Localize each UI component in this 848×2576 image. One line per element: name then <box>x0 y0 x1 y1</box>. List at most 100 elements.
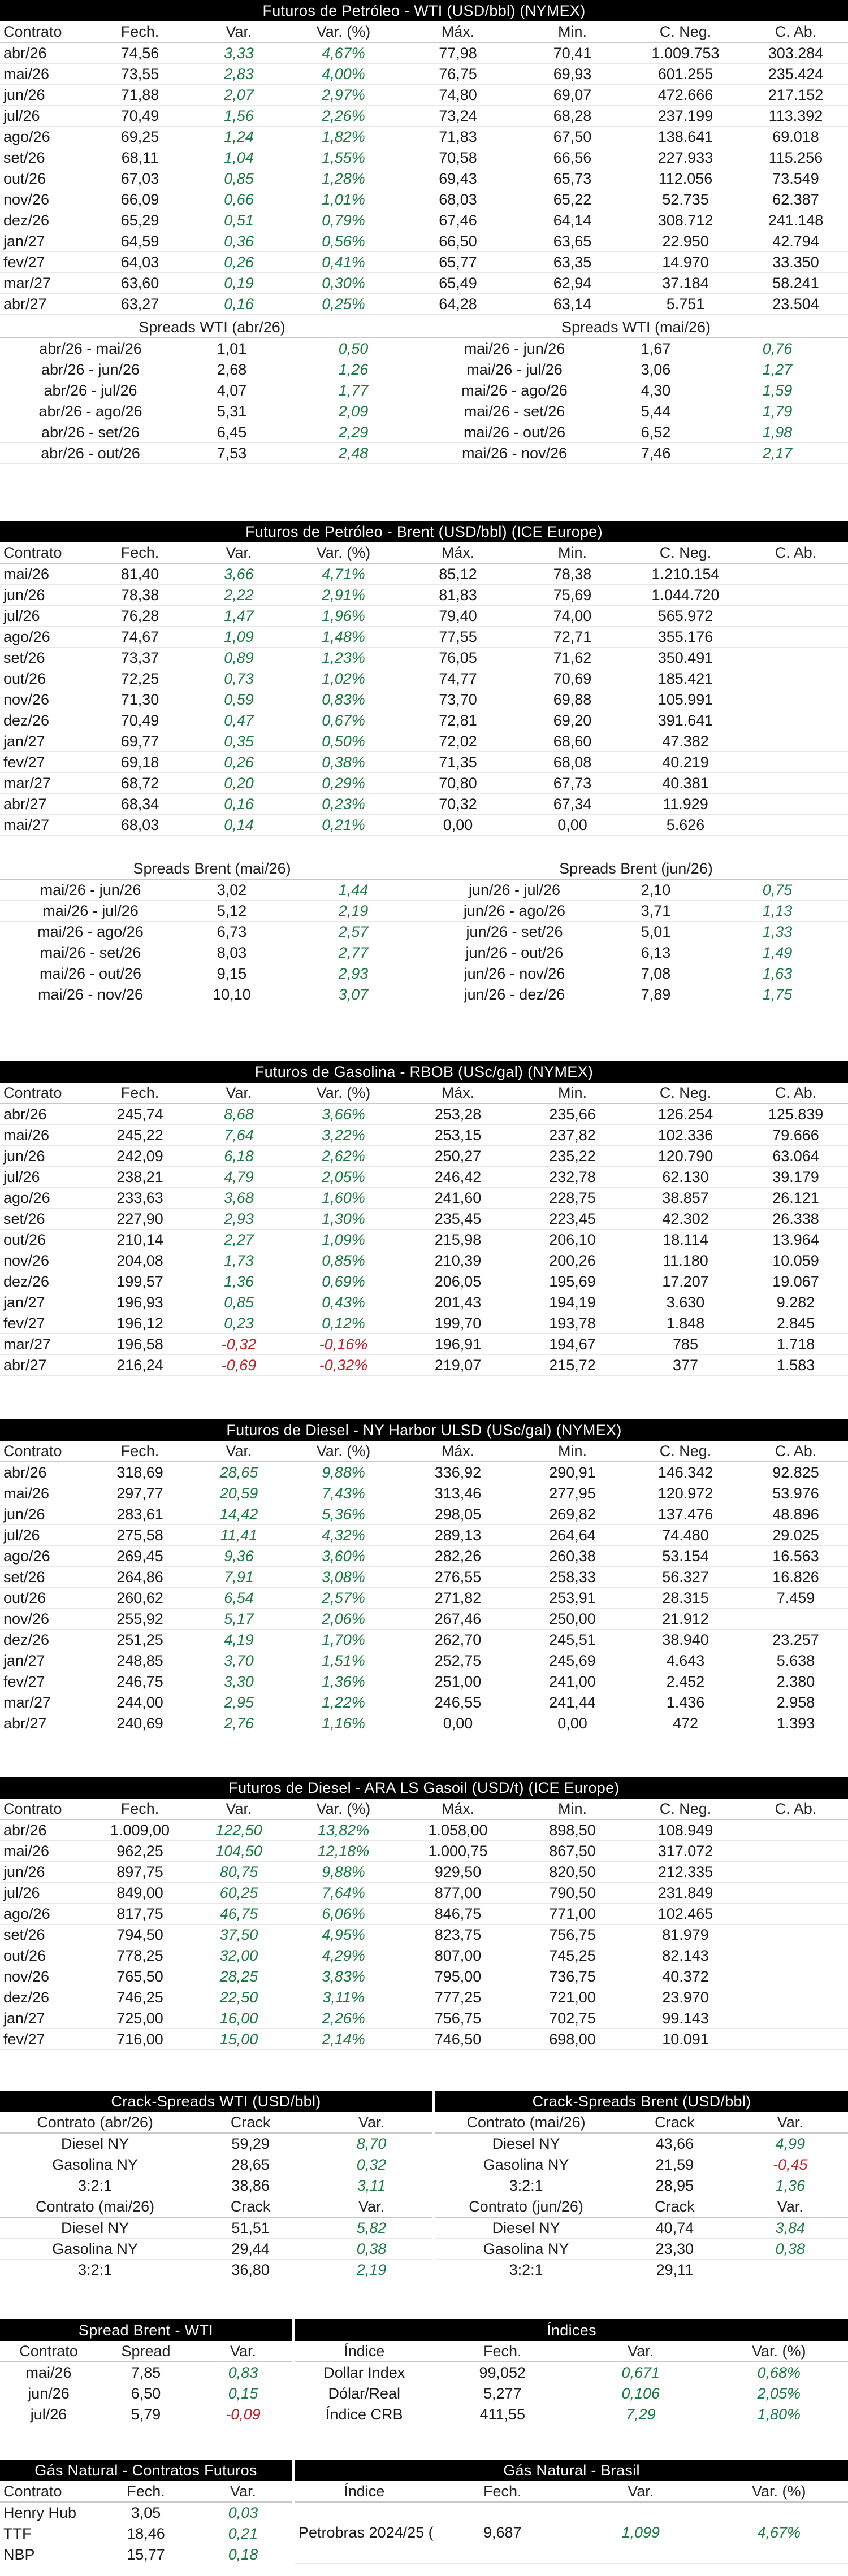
high-cell: 746,50 <box>399 2028 517 2050</box>
open-interest-cell <box>743 626 848 648</box>
open-interest-cell: 26.338 <box>743 1208 848 1230</box>
table-row: fev/27 196,12 0,23 0,12% 199,70 193,78 1.848 2.… <box>0 1313 848 1334</box>
table-row: jun/26 283,61 14,42 5,36% 298,05 269,82 137.47… <box>0 1504 848 1525</box>
column-header: Var. <box>311 2112 432 2134</box>
table-row: ago/26 269,45 9,36 3,60% 282,26 260,38 53.154 1… <box>0 1545 848 1567</box>
close-cell: 269,45 <box>90 1545 189 1567</box>
spread-change: 2,77 <box>283 942 425 963</box>
volume-cell: 391.641 <box>628 710 743 731</box>
open-interest-cell <box>743 1608 848 1630</box>
low-cell: 277,95 <box>517 1483 628 1504</box>
change-pct-cell: 4,32% <box>288 1524 399 1546</box>
volume-cell: 38.940 <box>628 1629 743 1650</box>
cell: 0,03 <box>194 2502 292 2523</box>
high-cell: 77,98 <box>399 42 517 64</box>
low-cell: 260,38 <box>517 1545 628 1567</box>
table-row: jan/27 725,00 16,00 2,26% 756,75 702,75 99.143 <box>0 2008 848 2029</box>
volume-cell: 40.381 <box>628 772 743 794</box>
column-header: C. Neg. <box>628 1799 743 1820</box>
column-header: C. Ab. <box>743 542 848 564</box>
high-cell: 199,70 <box>399 1313 517 1334</box>
contract-cell: jul/26 <box>0 1882 90 1904</box>
low-cell: 200,26 <box>517 1250 628 1271</box>
close-cell: 849,00 <box>90 1882 189 1904</box>
indices-table: Índice Fech. Var. Var. (%) Dollar Index 99,05… <box>295 2341 848 2425</box>
open-interest-cell: 23.504 <box>743 293 848 315</box>
high-cell: 219,07 <box>399 1354 517 1376</box>
contract-cell: abr/27 <box>0 1713 90 1734</box>
table-row: fev/27 716,00 15,00 2,14% 746,50 698,00 10.091 <box>0 2028 848 2050</box>
open-interest-cell <box>743 2028 848 2050</box>
high-cell: 77,55 <box>399 626 517 648</box>
column-header: Min. <box>517 1799 628 1820</box>
low-cell: 68,60 <box>517 731 628 752</box>
high-cell: 0,00 <box>399 814 517 836</box>
change-pct-cell: 13,82% <box>288 1819 399 1841</box>
table-row: mar/27 68,72 0,20 0,29% 70,80 67,73 40.381 <box>0 772 848 794</box>
close-cell: 275,58 <box>90 1524 189 1546</box>
crack-row: Gasolina NY 28,65 0,32 <box>0 2154 432 2175</box>
change-pct-cell: 0,67% <box>288 710 399 731</box>
change-cell: 122,50 <box>189 1819 288 1841</box>
cell: -0,09 <box>194 2404 292 2425</box>
close-cell: 242,09 <box>90 1145 189 1167</box>
high-cell: 74,77 <box>399 668 517 689</box>
column-header: Var. (%) <box>709 2481 848 2503</box>
low-cell: 228,75 <box>517 1187 628 1209</box>
crack-product: Diesel NY <box>435 2133 617 2154</box>
volume-cell: 1.848 <box>628 1313 743 1334</box>
close-cell: 196,12 <box>90 1313 189 1334</box>
low-cell: 241,44 <box>517 1692 628 1713</box>
change-pct-cell: 1,01% <box>288 189 399 210</box>
volume-cell: 52.735 <box>628 189 743 210</box>
open-interest-cell <box>743 1882 848 1904</box>
column-header: Crack <box>190 2196 311 2218</box>
contract-cell: abr/26 <box>0 1462 90 1483</box>
close-cell: 65,29 <box>90 210 189 231</box>
contract-cell: ago/26 <box>0 626 90 648</box>
volume-cell: 231.849 <box>628 1882 743 1904</box>
table-row: mai/26 245,22 7,64 3,22% 253,15 237,82 102.336… <box>0 1124 848 1146</box>
spread-value: 7,53 <box>181 442 283 464</box>
header-row: Contrato Fech. Var. Var. (%) Máx. Min. C. Neg.… <box>0 1083 848 1104</box>
crack-change: 0,32 <box>311 2154 432 2175</box>
contract-cell: fev/27 <box>0 251 90 273</box>
column-header: Índice <box>295 2481 434 2503</box>
change-pct-cell: 0,79% <box>288 210 399 231</box>
spread-pair: abr/26 - out/26 <box>0 442 181 464</box>
low-cell: 258,33 <box>517 1566 628 1588</box>
open-interest-cell: 33.350 <box>743 251 848 273</box>
open-interest-cell: 125.839 <box>743 1104 848 1125</box>
spread-change: 3,07 <box>283 984 425 1005</box>
contract-cell: jul/26 <box>0 1524 90 1546</box>
table-row: mai/26 81,40 3,66 4,71% 85,12 78,38 1.210.154 <box>0 563 848 585</box>
table-row: Dólar/Real 5,277 0,106 2,05% <box>295 2383 848 2404</box>
low-cell: 66,56 <box>517 147 628 168</box>
table-row: out/26 67,03 0,85 1,28% 69,43 65,73 112.056 73.… <box>0 168 848 189</box>
high-cell: 271,82 <box>399 1587 517 1609</box>
change-pct-cell: 0,85% <box>288 1250 399 1271</box>
spread-row: mai/26 - jul/26 5,12 2,19 <box>0 900 425 922</box>
ulsd-title: Futuros de Diesel - NY Harbor ULSD (USc/… <box>0 1419 848 1441</box>
table-row: set/26 73,37 0,89 1,23% 76,05 71,62 350.491 <box>0 647 848 668</box>
high-cell: 85,12 <box>399 563 517 585</box>
table-row: abr/26 245,74 8,68 3,66% 253,28 235,66 126.254… <box>0 1104 848 1125</box>
crack-product: Diesel NY <box>0 2133 191 2154</box>
crack-row: Diesel NY 40,74 3,84 <box>435 2217 848 2239</box>
high-cell: 253,28 <box>399 1104 517 1125</box>
close-cell: 240,69 <box>90 1713 189 1734</box>
close-cell: 78,38 <box>90 584 189 606</box>
table-row: out/26 72,25 0,73 1,02% 74,77 70,69 185.421 <box>0 668 848 689</box>
crack-change: 0,38 <box>732 2238 848 2260</box>
low-cell: 237,82 <box>517 1124 628 1146</box>
close-cell: 962,25 <box>90 1840 189 1862</box>
spread-change: 1,98 <box>707 422 848 443</box>
crack-row: Diesel NY 51,51 5,82 <box>0 2217 432 2239</box>
column-header: Crack <box>617 2112 733 2134</box>
low-cell: 70,69 <box>517 668 628 689</box>
spread-indices-section: Spread Brent - WTI Índices Contrato Sprea… <box>0 2319 848 2425</box>
table-row: dez/26 746,25 22,50 3,11% 777,25 721,00 23.970 <box>0 1987 848 2008</box>
table-row: fev/27 64,03 0,26 0,41% 65,77 63,35 14.970 33.3… <box>0 251 848 273</box>
volume-cell: 350.491 <box>628 647 743 668</box>
open-interest-cell: 1.583 <box>743 1354 848 1376</box>
